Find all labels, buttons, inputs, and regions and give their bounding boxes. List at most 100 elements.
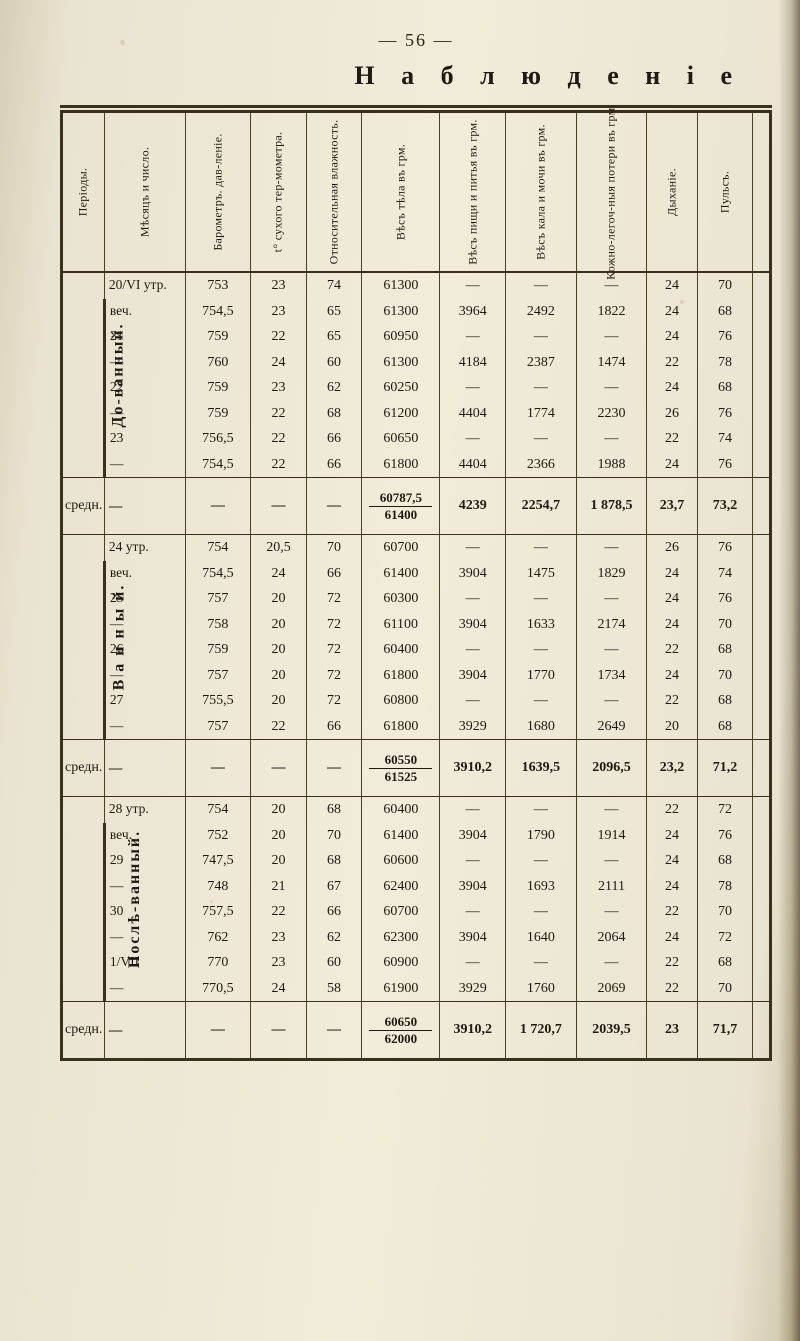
- table-row: 29747,5206860600———2468: [62, 848, 771, 874]
- cell-baro: —: [185, 1002, 251, 1060]
- cell-bodywt-fraction: 6055061525: [362, 740, 440, 797]
- cell-pulse: 70: [697, 612, 753, 638]
- cell-urinewt: 2096,5: [576, 740, 647, 797]
- cell-foodwt: 3929: [440, 976, 506, 1002]
- cell-temp: 20: [251, 848, 307, 874]
- cell-humid: 66: [306, 452, 362, 478]
- cell-breath: 24: [647, 612, 697, 638]
- cell-fecwt: —: [506, 950, 577, 976]
- cell-breath: 24: [647, 299, 697, 325]
- cell-baro: 757,5: [185, 899, 251, 925]
- cell-bodywt: 61400: [362, 823, 440, 849]
- cell-temp: 20: [251, 797, 307, 823]
- col-baro: Барометръ. дав-леніе.: [185, 112, 251, 273]
- cell-fecwt: —: [506, 899, 577, 925]
- cell-pulse: 70: [697, 976, 753, 1002]
- cell-humid: 68: [306, 797, 362, 823]
- cell-humid: 60: [306, 950, 362, 976]
- cell-date: 27: [104, 688, 185, 714]
- cell-temp: 22: [251, 401, 307, 427]
- cell-foodwt: 3904: [440, 612, 506, 638]
- cell-urinewt: 2069: [576, 976, 647, 1002]
- cell-pulse: 74: [697, 426, 753, 452]
- cell-humid: 72: [306, 637, 362, 663]
- cell-pulse: 68: [697, 714, 753, 740]
- summary-label: средн.: [62, 740, 105, 797]
- cell-humid: —: [306, 1002, 362, 1060]
- scanned-page: — 56 — Н а б л ю д е н і е Періоды. Мѣся…: [0, 0, 800, 1341]
- cell-baro: 754,5: [185, 452, 251, 478]
- header-row: Періоды. Мѣсяцъ и число. Барометръ. дав-…: [62, 112, 771, 273]
- cell-pulse: 70: [697, 899, 753, 925]
- cell-baro: —: [185, 740, 251, 797]
- cell-baro: —: [185, 478, 251, 535]
- cell-bodywt: 60650: [362, 426, 440, 452]
- cell-date: веч.: [104, 299, 185, 325]
- cell-breath: 24: [647, 663, 697, 689]
- cell-edge: [753, 375, 771, 401]
- cell-baro: 756,5: [185, 426, 251, 452]
- cell-edge: [753, 612, 771, 638]
- period-label: В а н н ы й.: [109, 584, 129, 691]
- cell-pulse: 68: [697, 375, 753, 401]
- cell-fecwt: —: [506, 586, 577, 612]
- cell-humid: 66: [306, 426, 362, 452]
- observations-table: Періоды. Мѣсяцъ и число. Барометръ. дав-…: [60, 110, 772, 1061]
- cell-urinewt: 1829: [576, 561, 647, 587]
- cell-temp: 23: [251, 375, 307, 401]
- cell-temp: 20,5: [251, 535, 307, 561]
- cell-breath: 24: [647, 561, 697, 587]
- cell-bodywt: 60800: [362, 688, 440, 714]
- cell-edge: [753, 714, 771, 740]
- cell-fecwt: 1640: [506, 925, 577, 951]
- cell-breath: 26: [647, 401, 697, 427]
- table-row: веч.754,52365613003964249218222468: [62, 299, 771, 325]
- cell-edge: [753, 925, 771, 951]
- cell-date: —: [104, 714, 185, 740]
- cell-baro: 759: [185, 637, 251, 663]
- cell-bodywt: 61300: [362, 350, 440, 376]
- cell-urinewt: —: [576, 324, 647, 350]
- cell-urinewt: 1988: [576, 452, 647, 478]
- cell-bodywt: 62400: [362, 874, 440, 900]
- cell-humid: 68: [306, 848, 362, 874]
- table-row: —770,52458619003929176020692270: [62, 976, 771, 1002]
- table-row: —7572072618003904177017342470: [62, 663, 771, 689]
- cell-fecwt: 1 720,7: [506, 1002, 577, 1060]
- cell-edge: [753, 401, 771, 427]
- summary-row: средн.————60787,56140042392254,71 878,52…: [62, 478, 771, 535]
- table-row: —7602460613004184238714742278: [62, 350, 771, 376]
- cell-pulse: 78: [697, 874, 753, 900]
- cell-breath: 22: [647, 350, 697, 376]
- cell-humid: 72: [306, 586, 362, 612]
- cell-baro: 747,5: [185, 848, 251, 874]
- cell-bodywt: 60700: [362, 899, 440, 925]
- cell-humid: 65: [306, 299, 362, 325]
- cell-temp: 24: [251, 976, 307, 1002]
- cell-urinewt: 2064: [576, 925, 647, 951]
- cell-pulse: 76: [697, 586, 753, 612]
- cell-pulse: 72: [697, 797, 753, 823]
- period-label: Послѣ-ванный.: [125, 830, 145, 968]
- table-row: 22759236260250———2468: [62, 375, 771, 401]
- cell-baro: 760: [185, 350, 251, 376]
- cell-foodwt: —: [440, 637, 506, 663]
- cell-bodywt: 60250: [362, 375, 440, 401]
- cell-date: веч.: [104, 561, 185, 587]
- table-row: 30757,5226660700———2270: [62, 899, 771, 925]
- cell-foodwt: 3904: [440, 663, 506, 689]
- cell-fecwt: —: [506, 272, 577, 299]
- cell-humid: 74: [306, 272, 362, 299]
- table-row: —7622362623003904164020642472: [62, 925, 771, 951]
- table-row: 27755,5207260800———2268: [62, 688, 771, 714]
- cell-temp: —: [251, 478, 307, 535]
- cell-temp: 24: [251, 350, 307, 376]
- summary-row: средн.————60650620003910,21 720,72039,52…: [62, 1002, 771, 1060]
- cell-baro: 754: [185, 535, 251, 561]
- cell-foodwt: —: [440, 899, 506, 925]
- cell-bodywt: 61800: [362, 663, 440, 689]
- cell-date: —: [104, 452, 185, 478]
- table-row: —7592268612004404177422302676: [62, 401, 771, 427]
- cell-pulse: 74: [697, 561, 753, 587]
- cell-fecwt: 1680: [506, 714, 577, 740]
